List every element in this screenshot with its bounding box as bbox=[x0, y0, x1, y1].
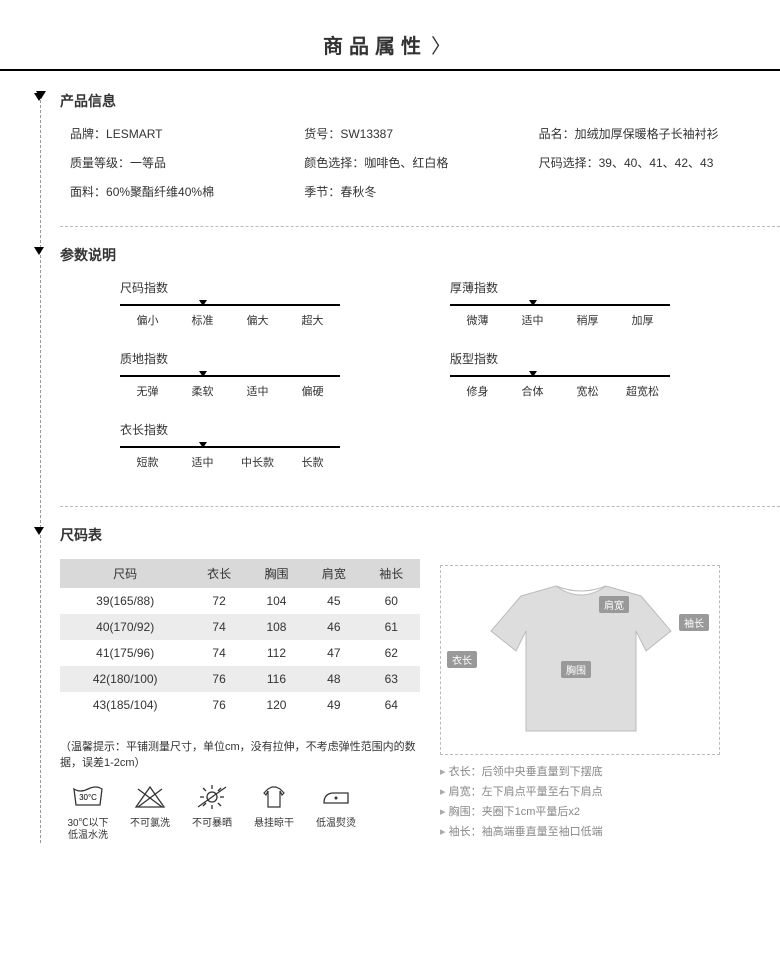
table-header: 胸围 bbox=[248, 559, 305, 588]
iron-icon bbox=[308, 780, 364, 814]
table-header: 袖长 bbox=[363, 559, 420, 588]
label-length: 衣长 bbox=[447, 651, 477, 668]
scale-tick: 偏大 bbox=[230, 306, 285, 328]
info-item: 季节春秋冬 bbox=[304, 183, 538, 200]
section-title: 产品信息 bbox=[60, 91, 780, 111]
label-sleeve: 袖长 bbox=[679, 614, 709, 631]
scale-tick: 宽松 bbox=[560, 377, 615, 399]
guide-row: 衣长：后领中央垂直量到下摆底 bbox=[440, 763, 740, 779]
scale-tick: 合体 bbox=[505, 377, 560, 399]
scale-tick: 适中 bbox=[505, 306, 560, 328]
scale-tick: 偏硬 bbox=[285, 377, 340, 399]
wash-icon: 30°C bbox=[60, 780, 116, 814]
care-item: 不可氯洗 bbox=[122, 780, 178, 842]
tshirt-diagram: 肩宽 袖长 衣长 胸围 bbox=[440, 565, 720, 755]
table-header: 尺码 bbox=[60, 559, 190, 588]
scale-tick: 超宽松 bbox=[615, 377, 670, 399]
size-tip: （温馨提示：平铺测量尺寸，单位cm，没有拉伸，不考虑弹性范围内的数据，误差1-2… bbox=[60, 738, 420, 770]
section-size: 尺码表 尺码衣长胸围肩宽袖长 39(165/88)72104456040(170… bbox=[60, 525, 780, 843]
info-item: 颜色选择咖啡色、红白格 bbox=[304, 154, 538, 171]
section-product-info: 产品信息 品牌LESMART货号SW13387品名加绒加厚保暖格子长袖衬衫质量等… bbox=[60, 91, 780, 227]
section-params: 参数说明 尺码指数偏小标准偏大超大厚薄指数微薄适中稍厚加厚质地指数无弹柔软适中偏… bbox=[60, 245, 780, 507]
scale-tick: 无弹 bbox=[120, 377, 175, 399]
care-item: 低温熨烫 bbox=[308, 780, 364, 842]
guide-row: 肩宽：左下肩点平量至右下肩点 bbox=[440, 783, 740, 799]
param-block: 厚薄指数微薄适中稍厚加厚 bbox=[450, 279, 747, 328]
scale-tick: 中长款 bbox=[230, 448, 285, 470]
table-row: 40(170/92)741084661 bbox=[60, 614, 420, 640]
hang-icon bbox=[246, 780, 302, 814]
param-block: 版型指数修身合体宽松超宽松 bbox=[450, 350, 747, 399]
label-shoulder: 肩宽 bbox=[599, 596, 629, 613]
size-table: 尺码衣长胸围肩宽袖长 39(165/88)72104456040(170/92)… bbox=[60, 559, 420, 718]
scale-tick: 标准 bbox=[175, 306, 230, 328]
care-item: 悬挂晾干 bbox=[246, 780, 302, 842]
scale-tick: 偏小 bbox=[120, 306, 175, 328]
svg-text:30°C: 30°C bbox=[79, 793, 97, 802]
page-title: 商品属性 bbox=[0, 0, 780, 71]
care-item: 30°C30℃以下 低温水洗 bbox=[60, 780, 116, 842]
param-block: 尺码指数偏小标准偏大超大 bbox=[120, 279, 417, 328]
scale-tick: 超大 bbox=[285, 306, 340, 328]
section-title: 尺码表 bbox=[60, 525, 780, 545]
scale-tick: 修身 bbox=[450, 377, 505, 399]
table-row: 42(180/100)761164863 bbox=[60, 666, 420, 692]
guide-row: 袖长：袖高端垂直量至袖口低端 bbox=[440, 823, 740, 839]
info-item: 尺码选择39、40、41、42、43 bbox=[539, 154, 773, 171]
info-item: 质量等级一等品 bbox=[70, 154, 304, 171]
info-item: 品名加绒加厚保暖格子长袖衬衫 bbox=[539, 125, 773, 142]
table-header: 衣长 bbox=[190, 559, 247, 588]
scale-tick: 适中 bbox=[175, 448, 230, 470]
label-chest: 胸围 bbox=[561, 661, 591, 678]
scale-tick: 稍厚 bbox=[560, 306, 615, 328]
table-header: 肩宽 bbox=[305, 559, 362, 588]
scale-tick: 短款 bbox=[120, 448, 175, 470]
info-item: 货号SW13387 bbox=[304, 125, 538, 142]
param-block: 衣长指数短款适中中长款长款 bbox=[120, 421, 417, 470]
care-item: 不可暴晒 bbox=[184, 780, 240, 842]
param-block: 质地指数无弹柔软适中偏硬 bbox=[120, 350, 417, 399]
table-row: 41(175/96)741124762 bbox=[60, 640, 420, 666]
table-row: 39(165/88)721044560 bbox=[60, 588, 420, 614]
table-row: 43(185/104)761204964 bbox=[60, 692, 420, 718]
scale-tick: 柔软 bbox=[175, 377, 230, 399]
scale-tick: 加厚 bbox=[615, 306, 670, 328]
nochloro-icon bbox=[122, 780, 178, 814]
nosun-icon bbox=[184, 780, 240, 814]
scale-tick: 长款 bbox=[285, 448, 340, 470]
info-item: 品牌LESMART bbox=[70, 125, 304, 142]
guide-row: 胸围：夹圈下1cm平量后x2 bbox=[440, 803, 740, 819]
scale-tick: 适中 bbox=[230, 377, 285, 399]
section-title: 参数说明 bbox=[60, 245, 780, 265]
info-item: 面料60%聚酯纤维40%棉 bbox=[70, 183, 304, 200]
scale-tick: 微薄 bbox=[450, 306, 505, 328]
